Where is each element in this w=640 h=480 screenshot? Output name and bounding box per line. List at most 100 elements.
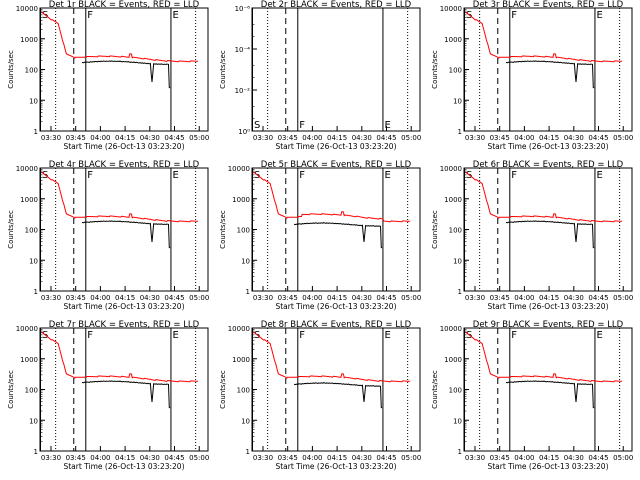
y-tick-label: 10 [29,417,38,425]
x-tick-label: 04:15 [327,134,347,142]
plot-frame [463,7,633,132]
series-lld-line [465,11,623,63]
y-tick-label: 100 [25,387,38,395]
marker-label-e: E [172,170,178,181]
x-tick-label: 03:30 [465,294,485,302]
chart-title: Det 2r BLACK = Events, RED = LLD [261,0,412,10]
x-tick-label: 03:45 [278,454,298,462]
y-axis-label: Counts/sec [219,210,227,249]
series-events-line [81,220,171,249]
plot-frame [39,327,209,452]
chart-title: Det 1r BLACK = Events, RED = LLD [49,0,200,10]
x-tick-label: 05:00 [189,134,209,142]
y-axis-label: Counts/sec [431,370,439,409]
x-tick-label: 04:45 [588,134,608,142]
x-tick-label: 03:30 [465,134,485,142]
marker-label-s: S [42,170,48,181]
chart-panel-9: Det 9r BLACK = Events, RED = LLD 1 10 100 10… [431,320,633,471]
y-tick-label: 10000 [16,5,38,13]
x-tick-label: 04:15 [115,294,135,302]
x-axis-label: Start Time (26-Oct-13 03:23:20) [487,142,608,151]
series-events-line [81,380,171,409]
marker-label-s: S [254,330,260,341]
y-tick-label: 10 [29,257,38,265]
series-events-line [505,60,595,89]
chart-panel-1: Det 1r BLACK = Events, RED = LLD 1 10 100 10… [7,0,209,151]
y-tick-label: 10⁻⁶ [235,5,251,13]
marker-label-f: F [87,10,93,21]
marker-label-s: S [254,170,260,181]
x-tick-label: 03:45 [490,134,510,142]
x-tick-label: 04:45 [376,294,396,302]
y-tick-label: 100 [237,227,250,235]
x-tick-label: 03:30 [253,454,273,462]
x-tick-label: 04:30 [140,294,160,302]
plot-frame [251,327,421,452]
x-axis-label: Start Time (26-Oct-13 03:23:20) [63,462,184,471]
y-tick-label: 10 [453,417,462,425]
y-tick-label: 10000 [228,165,250,173]
x-tick-label: 03:30 [41,294,61,302]
plot-frame [39,167,209,292]
x-tick-label: 04:45 [588,454,608,462]
x-tick-label: 04:15 [539,294,559,302]
y-tick-label: 1 [246,288,250,296]
x-tick-label: 03:45 [490,454,510,462]
y-tick-label: 1000 [444,196,462,204]
x-axis-label: Start Time (26-Oct-13 03:23:20) [275,302,396,311]
y-tick-label: 10⁻² [235,87,251,95]
x-tick-label: 04:30 [352,454,372,462]
y-tick-label: 100 [449,227,462,235]
y-tick-label: 1000 [232,356,250,364]
series-events-line [505,220,595,249]
chart-title: Det 4r BLACK = Events, RED = LLD [49,160,200,170]
chart-title: Det 5r BLACK = Events, RED = LLD [261,160,412,170]
x-tick-label: 04:30 [564,134,584,142]
y-tick-label: 100 [25,227,38,235]
y-tick-label: 10000 [228,325,250,333]
marker-label-e: E [596,330,602,341]
x-axis-label: Start Time (26-Oct-13 03:23:20) [63,302,184,311]
y-tick-label: 1 [246,448,250,456]
chart-title: Det 3r BLACK = Events, RED = LLD [473,0,624,10]
marker-label-f: F [299,170,305,181]
plot-frame [463,167,633,292]
marker-label-e: E [384,120,390,131]
chart-panel-3: Det 3r BLACK = Events, RED = LLD 1 10 100 10… [431,0,633,151]
series-lld-line [253,331,411,383]
y-tick-label: 1 [458,448,462,456]
y-tick-label: 1000 [20,36,38,44]
chart-panel-6: Det 6r BLACK = Events, RED = LLD 1 10 100 10… [431,160,633,311]
x-tick-label: 03:30 [41,134,61,142]
marker-label-e: E [596,170,602,181]
y-axis-label: Counts/sec [219,370,227,409]
chart-panel-7: Det 7r BLACK = Events, RED = LLD 1 10 100 10… [7,320,209,471]
marker-label-s: S [466,170,472,181]
x-tick-label: 03:30 [253,134,273,142]
series-events-line [293,222,383,249]
y-tick-label: 10000 [16,165,38,173]
y-tick-label: 1 [34,448,38,456]
x-axis-label: Start Time (26-Oct-13 03:23:20) [275,142,396,151]
x-axis-label: Start Time (26-Oct-13 03:23:20) [275,462,396,471]
y-tick-label: 1000 [20,356,38,364]
marker-label-e: E [384,330,390,341]
marker-label-e: E [596,10,602,21]
x-tick-label: 03:45 [278,294,298,302]
marker-label-f: F [511,170,517,181]
y-axis-label: Counts/sec [7,370,15,409]
y-axis-label: Counts/sec [7,50,15,89]
series-lld-line [41,171,199,223]
plot-frame [251,167,421,292]
x-tick-label: 04:15 [115,134,135,142]
x-tick-label: 04:15 [115,454,135,462]
plot-frame [463,327,633,452]
chart-panel-8: Det 8r BLACK = Events, RED = LLD 1 10 100 10… [219,320,421,471]
chart-panel-2: Det 2r BLACK = Events, RED = LLD 10⁰ 10⁻² 1… [219,0,421,151]
y-tick-label: 1000 [20,196,38,204]
marker-label-f: F [87,170,93,181]
x-tick-label: 04:00 [90,294,110,302]
marker-label-e: E [172,10,178,21]
series-events-line [293,382,383,409]
marker-label-f: F [511,330,517,341]
